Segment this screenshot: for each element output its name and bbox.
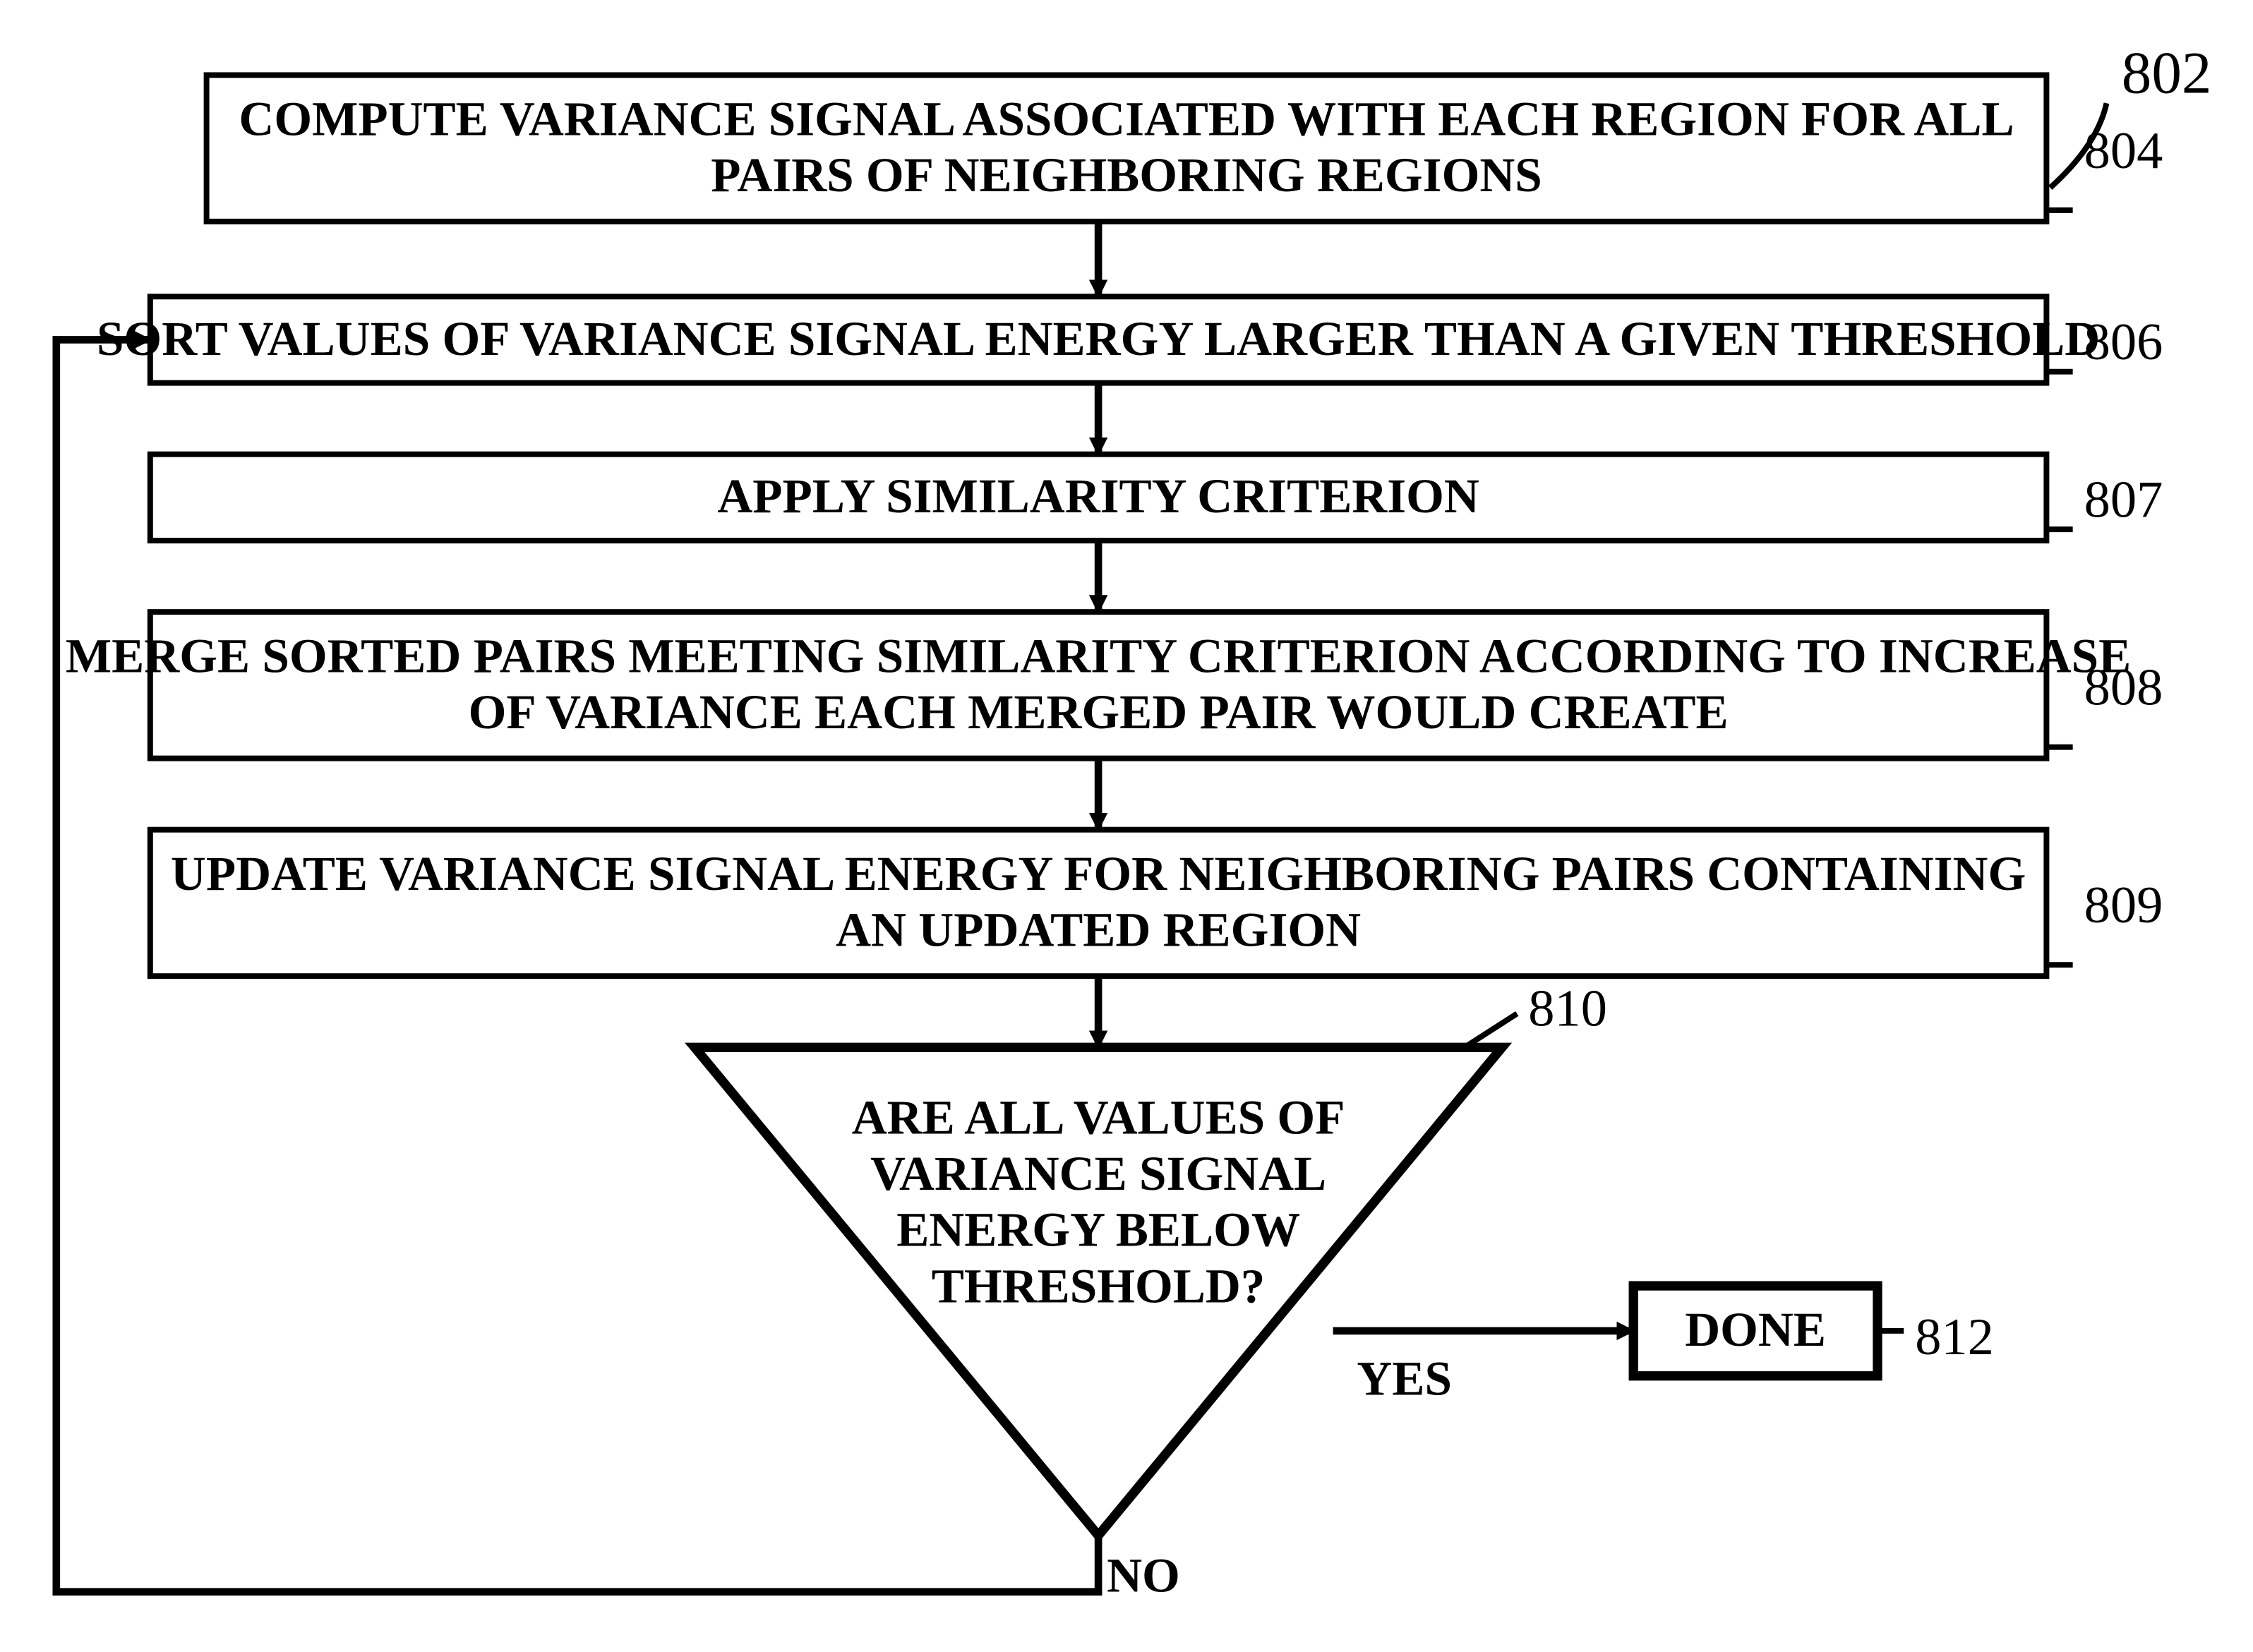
svg-text:APPLY SIMILARITY CRITERION: APPLY SIMILARITY CRITERION [717, 469, 1479, 523]
process-box-806: SORT VALUES OF VARIANCE SIGNAL ENERGY LA… [97, 296, 2163, 382]
ref-label-806: 806 [2084, 313, 2163, 371]
svg-text:810: 810 [1528, 979, 1607, 1037]
svg-text:812: 812 [1915, 1308, 1994, 1366]
process-box-809: UPDATE VARIANCE SIGNAL ENERGY FOR NEIGHB… [150, 830, 2163, 976]
svg-text:SORT VALUES OF VARIANCE SIGNAL: SORT VALUES OF VARIANCE SIGNAL ENERGY LA… [97, 311, 2100, 366]
no-label: NO [1107, 1548, 1180, 1603]
flowchart-diagram: 802COMPUTE VARIANCE SIGNAL ASSOCIATED WI… [0, 0, 2253, 1652]
yes-label: YES [1357, 1351, 1452, 1405]
ref-label-807: 807 [2084, 471, 2163, 529]
decision-triangle-810: ARE ALL VALUES OFVARIANCE SIGNALENERGY B… [695, 979, 1607, 1535]
process-box-808: MERGE SORTED PAIRS MEETING SIMILARITY CR… [66, 612, 2163, 758]
process-box-804: COMPUTE VARIANCE SIGNAL ASSOCIATED WITH … [207, 75, 2163, 221]
process-box-807: APPLY SIMILARITY CRITERION 807 [150, 454, 2163, 541]
figure-ref-label: 802 [2122, 40, 2212, 106]
ref-label-808: 808 [2084, 659, 2163, 717]
ref-label-804: 804 [2084, 122, 2163, 180]
svg-text:DONE: DONE [1685, 1302, 1826, 1356]
done-box: DONE 812 [1633, 1286, 1994, 1376]
ref-label-809: 809 [2084, 876, 2163, 934]
